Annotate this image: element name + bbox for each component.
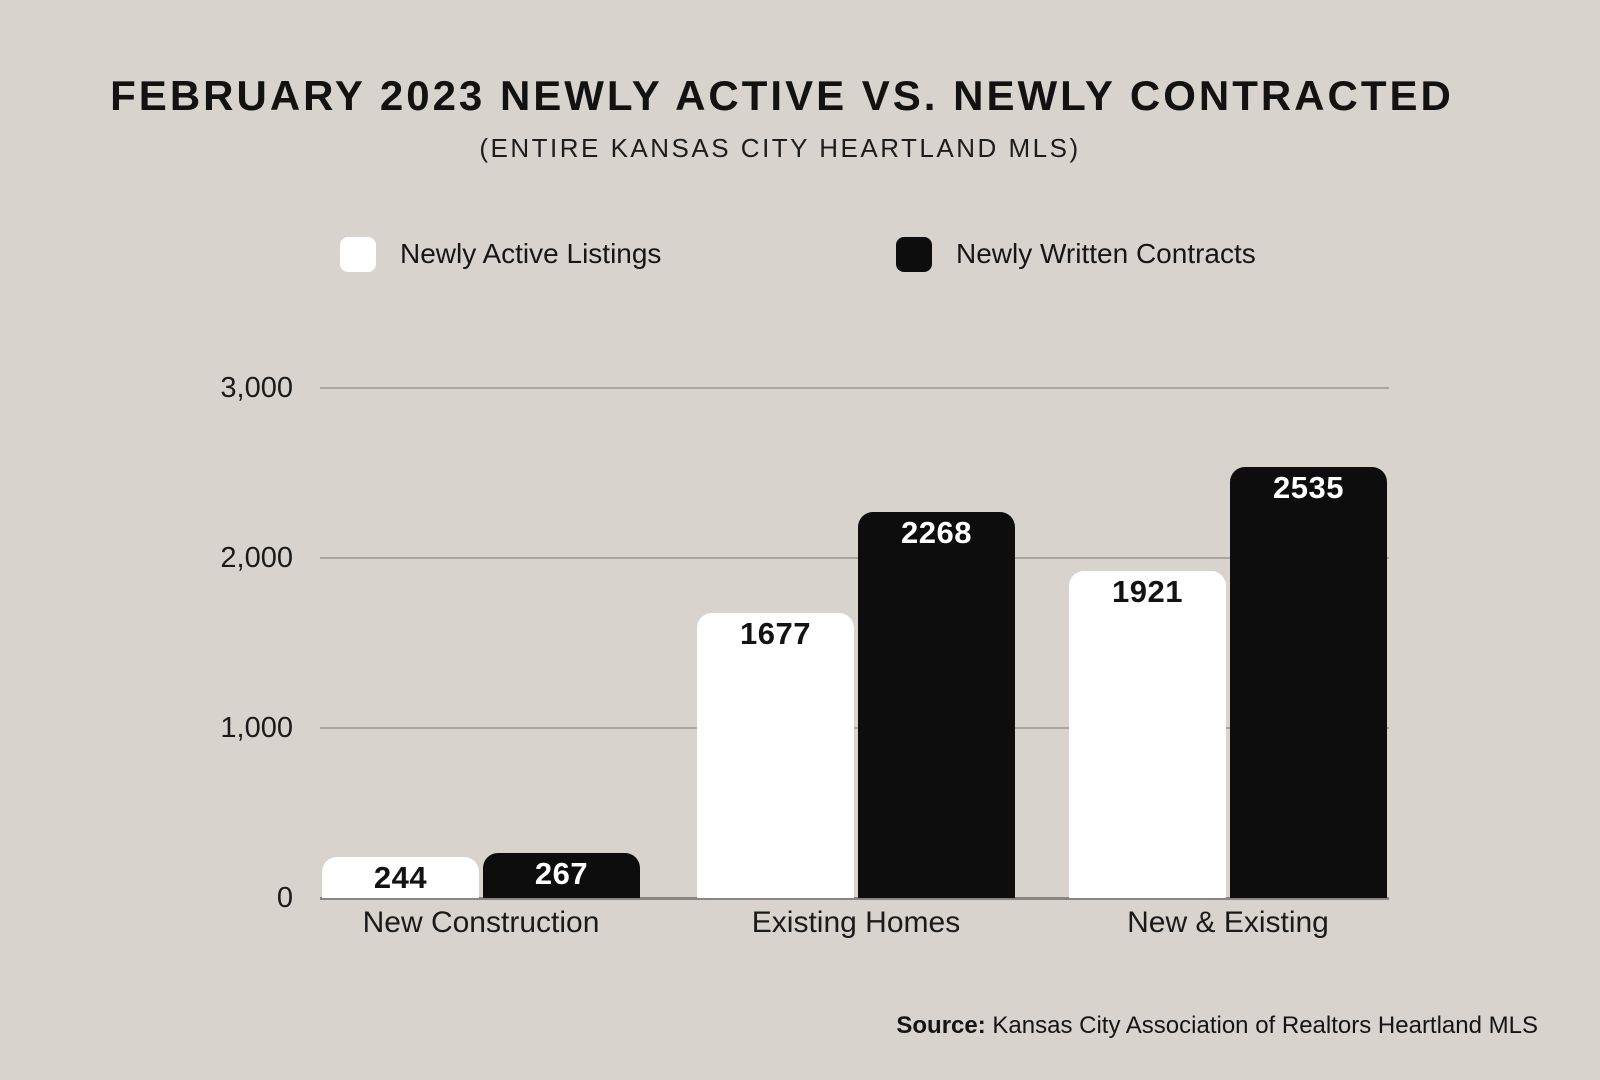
bar-active-new-construction: 244 [322,857,479,898]
source-text: Kansas City Association of Realtors Hear… [985,1012,1538,1039]
gridline-2000 [320,557,1389,559]
legend-item-newly-written: Newly Written Contracts [896,236,1256,272]
bar-value-label: 2268 [901,515,972,550]
category-label-new-existing: New & Existing [1127,906,1329,939]
chart-title: FEBRUARY 2023 NEWLY ACTIVE VS. NEWLY CON… [110,72,1454,119]
bar-value-label: 1921 [1112,574,1183,609]
source-prefix: Source: [896,1012,986,1039]
bar-contracts-new-construction: 267 [483,853,640,898]
y-axis-tick-label: 3,000 [220,372,293,404]
category-label-existing-homes: Existing Homes [751,906,961,939]
bar-active-existing-homes: 1677 [697,613,854,898]
bar-contracts-new-existing: 2535 [1230,467,1387,898]
y-axis-tick-label: 2,000 [220,542,293,574]
y-axis-tick-label: 1,000 [220,712,293,744]
category-label-new-construction: New Construction [362,906,600,939]
x-axis-baseline [320,897,1389,900]
legend-label-newly-written: Newly Written Contracts [956,238,1256,269]
bar-contracts-existing-homes: 2268 [858,512,1015,898]
chart-subtitle: (ENTIRE KANSAS CITY HEARTLAND MLS) [479,133,1081,163]
legend-swatch-white [340,236,376,272]
bar-value-label: 244 [373,860,428,895]
bar-value-label: 267 [534,856,589,891]
bar-value-label: 2535 [1273,470,1344,505]
bar-active-new-existing: 1921 [1069,571,1226,898]
legend-item-newly-active: Newly Active Listings [340,236,661,272]
legend-label-newly-active: Newly Active Listings [400,238,662,269]
y-axis-tick-label: 0 [276,882,293,914]
bar-value-label: 1677 [740,616,811,651]
gridline-1000 [320,727,1389,729]
source-note: Source: Kansas City Association of Realt… [896,1012,1538,1040]
gridline-3000 [320,387,1389,389]
legend-swatch-black [896,236,932,272]
plot-area: 0 1,000 2,000 3,000 244 267 New Construction 16… [220,372,1389,939]
